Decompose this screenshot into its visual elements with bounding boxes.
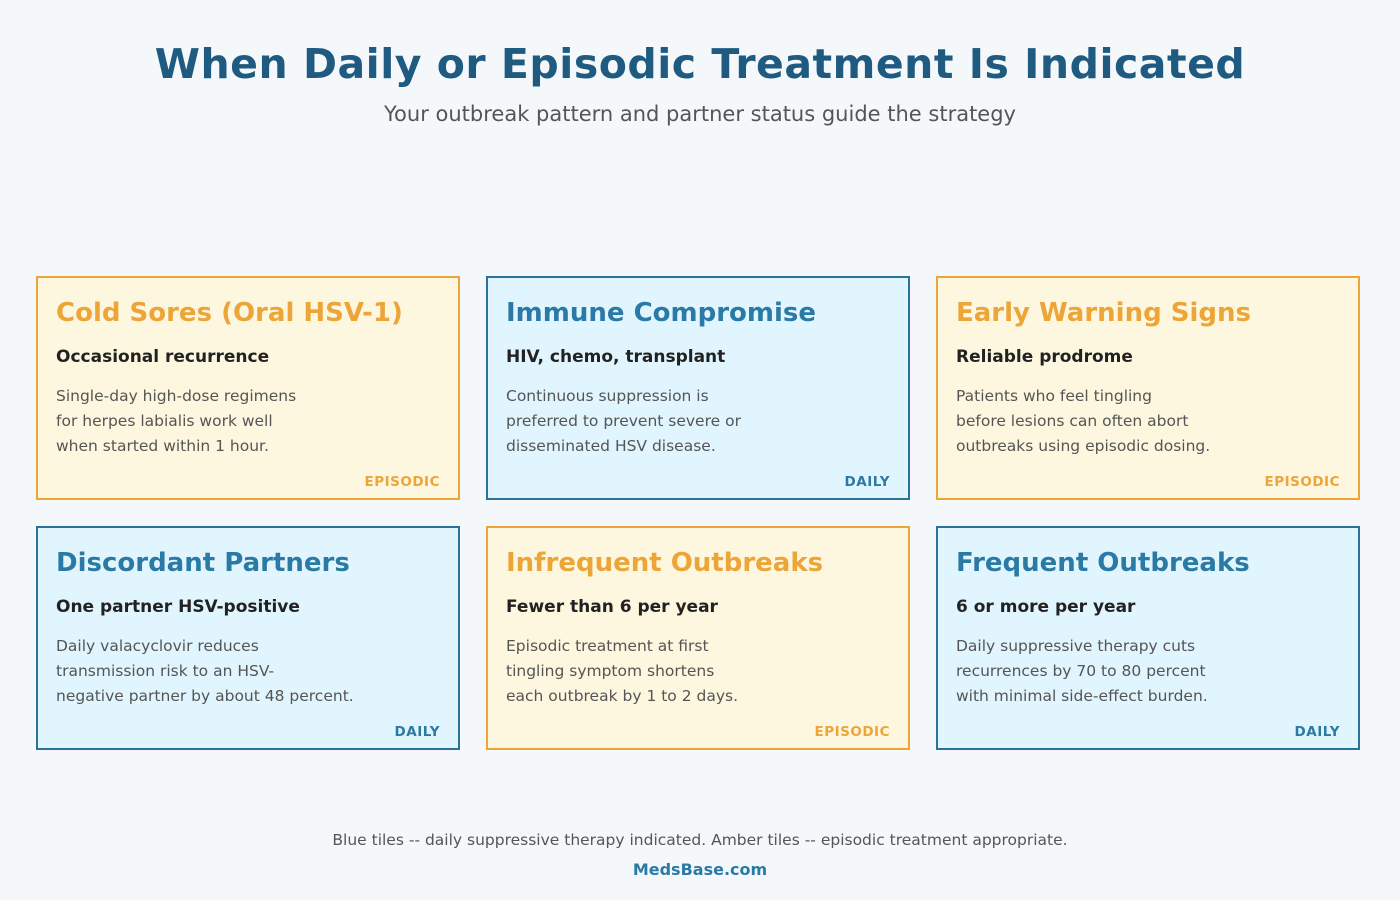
tile-description-line: disseminated HSV disease. — [506, 437, 716, 455]
tile-description: Patients who feel tingling before lesion… — [956, 384, 1210, 459]
tile-heading: Frequent Outbreaks — [956, 548, 1250, 578]
tile-description-line: transmission risk to an HSV- — [56, 662, 275, 680]
tile-description-line: Daily valacyclovir reduces — [56, 637, 259, 655]
tile-frequent-outbreaks: Frequent Outbreaks 6 or more per year Da… — [936, 526, 1360, 750]
tile-subheading: HIV, chemo, transplant — [506, 347, 726, 367]
tile-description-line: Daily suppressive therapy cuts — [956, 637, 1196, 655]
tile-description-line: Episodic treatment at first — [506, 637, 709, 655]
page-title: When Daily or Episodic Treatment Is Indi… — [154, 40, 1246, 88]
tile-discordant-partners: Discordant Partners One partner HSV-posi… — [36, 526, 460, 750]
tile-description-line: Patients who feel tingling — [956, 387, 1152, 405]
tile-description-line: recurrences by 70 to 80 percent — [956, 662, 1206, 680]
tile-treatment-tag: EPISODIC — [814, 724, 890, 740]
tile-description-line: each outbreak by 1 to 2 days. — [506, 687, 739, 705]
tile-infrequent-outbreaks: Infrequent Outbreaks Fewer than 6 per ye… — [486, 526, 910, 750]
tile-heading: Cold Sores (Oral HSV-1) — [56, 298, 403, 328]
tile-description-line: when started within 1 hour. — [56, 437, 269, 455]
tile-description-line: preferred to prevent severe or — [506, 412, 741, 430]
color-legend-note: Blue tiles -- daily suppressive therapy … — [332, 831, 1068, 849]
tile-description-line: Single-day high-dose regimens — [56, 387, 297, 405]
tile-heading: Infrequent Outbreaks — [506, 548, 824, 578]
tile-description-line: tingling symptom shortens — [506, 662, 715, 680]
tile-treatment-tag: DAILY — [844, 474, 890, 490]
tile-treatment-tag: EPISODIC — [1264, 474, 1340, 490]
brand-name: MedsBase.com — [632, 860, 768, 879]
tile-description: Single-day high-dose regimens for herpes… — [56, 384, 296, 459]
tile-description-line: for herpes labialis work well — [56, 412, 273, 430]
tile-treatment-tag: EPISODIC — [364, 474, 440, 490]
tile-subheading: Occasional recurrence — [56, 347, 270, 367]
treatment-tile-grid: Cold Sores (Oral HSV-1) Occasional recur… — [36, 276, 1360, 750]
tile-heading: Immune Compromise — [506, 298, 817, 328]
tile-description: Daily valacyclovir reduces transmission … — [56, 634, 354, 709]
tile-subheading: Reliable prodrome — [956, 347, 1133, 367]
tile-cold-sores: Cold Sores (Oral HSV-1) Occasional recur… — [36, 276, 460, 500]
tile-description: Episodic treatment at first tingling sym… — [506, 634, 738, 709]
tile-description-line: before lesions can often abort — [956, 412, 1189, 430]
tile-description: Continuous suppression is preferred to p… — [506, 384, 741, 459]
tile-description-line: negative partner by about 48 percent. — [56, 687, 354, 705]
tile-heading: Early Warning Signs — [956, 298, 1251, 328]
tile-immune-compromise: Immune Compromise HIV, chemo, transplant… — [486, 276, 910, 500]
page-subtitle: Your outbreak pattern and partner status… — [384, 102, 1016, 126]
tile-subheading: Fewer than 6 per year — [506, 597, 718, 617]
tile-description-line: Continuous suppression is — [506, 387, 709, 405]
tile-subheading: One partner HSV-positive — [56, 597, 300, 617]
tile-description-line: with minimal side-effect burden. — [956, 687, 1208, 705]
tile-early-warning-signs: Early Warning Signs Reliable prodrome Pa… — [936, 276, 1360, 500]
tile-treatment-tag: DAILY — [394, 724, 440, 740]
tile-subheading: 6 or more per year — [956, 597, 1136, 617]
tile-description-line: outbreaks using episodic dosing. — [956, 437, 1211, 455]
tile-heading: Discordant Partners — [56, 548, 350, 578]
tile-treatment-tag: DAILY — [1294, 724, 1340, 740]
tile-description: Daily suppressive therapy cuts recurrenc… — [956, 634, 1208, 709]
